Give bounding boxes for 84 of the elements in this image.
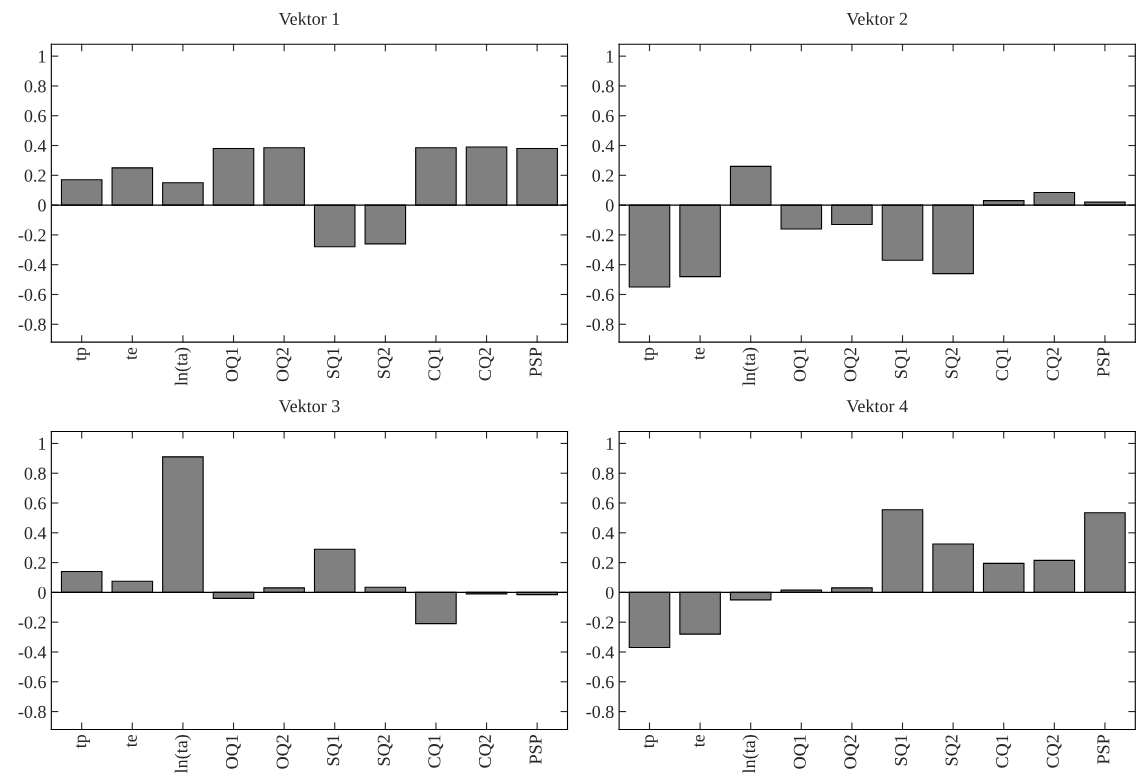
y-tick-label: 0.2 [24,556,46,570]
chart-title: Vektor 2 [846,12,908,26]
y-tick-label: -0.4 [18,258,47,272]
y-tick-label: -0.2 [18,229,46,242]
x-tick-label: OQ1 [225,348,241,382]
x-tick-label: CQ1 [428,348,444,381]
y-tick-label: 0.6 [592,497,614,510]
x-tick-label: SQ2 [945,735,961,766]
y-tick-label: 0.8 [592,467,614,480]
x-tick-label: OQ1 [793,735,809,769]
y-tick-label: 0.2 [592,169,614,182]
y-tick-label: 0 [605,586,614,599]
y-tick-label: 0.2 [24,169,46,182]
x-tick-label: SQ1 [894,735,910,766]
x-tick-label: CQ2 [478,348,494,381]
x-tick-label: PSP [529,347,542,377]
y-tick-label: 0.6 [24,109,46,123]
y-tick-label: 0.2 [592,556,614,570]
x-tick-label: SQ1 [327,348,342,378]
x-tick-label: te [694,347,705,360]
y-tick-label: -0.8 [18,318,46,331]
x-tick-label: OQ1 [793,348,809,382]
y-tick-label: 0.8 [24,80,46,93]
x-tick-label: OQ2 [844,735,860,769]
x-tick-label: CQ2 [1046,348,1062,381]
x-tick-label: SQ2 [377,348,393,378]
y-tick-label: 0.4 [592,527,614,540]
chart-title: Vektor 4 [846,399,908,413]
x-tick-label: CQ2 [478,735,494,768]
y-tick-label: -0.4 [18,646,47,659]
x-tick-label: SQ2 [945,348,961,378]
y-tick-label: 1 [606,50,614,63]
y-tick-label: 0 [38,199,46,212]
x-tick-label: PSP [529,735,542,764]
x-tick-label: SQ1 [894,348,910,378]
x-tick-label: PSP [1097,347,1110,377]
y-tick-label: 0 [38,586,46,599]
y-tick-label: -0.2 [18,616,46,629]
y-tick-label: -0.4 [586,646,614,659]
x-tick-label: te [126,734,137,748]
x-tick-label: OQ1 [225,735,241,769]
x-tick-label: CQ1 [996,348,1011,381]
y-tick-label: -0.6 [18,288,46,301]
y-tick-label: 0.4 [24,139,47,153]
x-tick-label: tp [643,347,658,361]
y-tick-label: 0.4 [24,527,47,540]
y-tick-label: 0.6 [592,109,614,123]
x-tick-label: PSP [1097,735,1110,764]
x-tick-label: CQ1 [996,735,1011,768]
y-tick-label: -0.6 [18,676,46,689]
chart-title: Vektor 3 [278,399,340,413]
y-tick-label: -0.4 [586,258,614,272]
x-tick-label: CQ1 [428,735,444,768]
y-tick-label: -0.6 [586,676,614,689]
x-tick-label: ln(ta) [742,735,759,774]
x-tick-label: ln(ta) [174,347,192,386]
chart-title: Vektor 1 [278,12,340,26]
x-tick-label: te [694,734,705,748]
y-tick-label: -0.6 [586,288,614,301]
y-tick-label: -0.2 [586,229,614,242]
x-tick-label: OQ2 [276,735,292,769]
y-tick-label: 1 [606,437,614,450]
x-tick-label: ln(ta) [742,347,759,386]
y-tick-label: 1 [39,437,46,450]
x-tick-label: SQ2 [377,735,393,766]
x-tick-label: SQ1 [327,735,342,766]
y-tick-label: 0.6 [24,497,46,510]
x-tick-label: te [126,347,137,360]
y-tick-label: 0.8 [592,80,614,93]
y-tick-label: 0.8 [24,467,46,480]
x-tick-label: CQ2 [1046,735,1062,768]
y-tick-label: -0.8 [586,318,614,331]
x-tick-label: tp [75,735,90,749]
y-tick-label: -0.2 [586,616,614,629]
x-tick-label: tp [75,347,90,361]
y-tick-label: 1 [39,50,46,63]
y-tick-label: -0.8 [18,705,46,719]
x-tick-label: OQ2 [844,348,860,382]
y-tick-label: 0.4 [592,139,614,153]
y-tick-label: -0.8 [586,705,614,719]
y-tick-label: 0 [605,199,614,212]
x-tick-label: ln(ta) [174,735,192,774]
x-tick-label: OQ2 [276,348,292,382]
x-tick-label: tp [643,735,658,749]
